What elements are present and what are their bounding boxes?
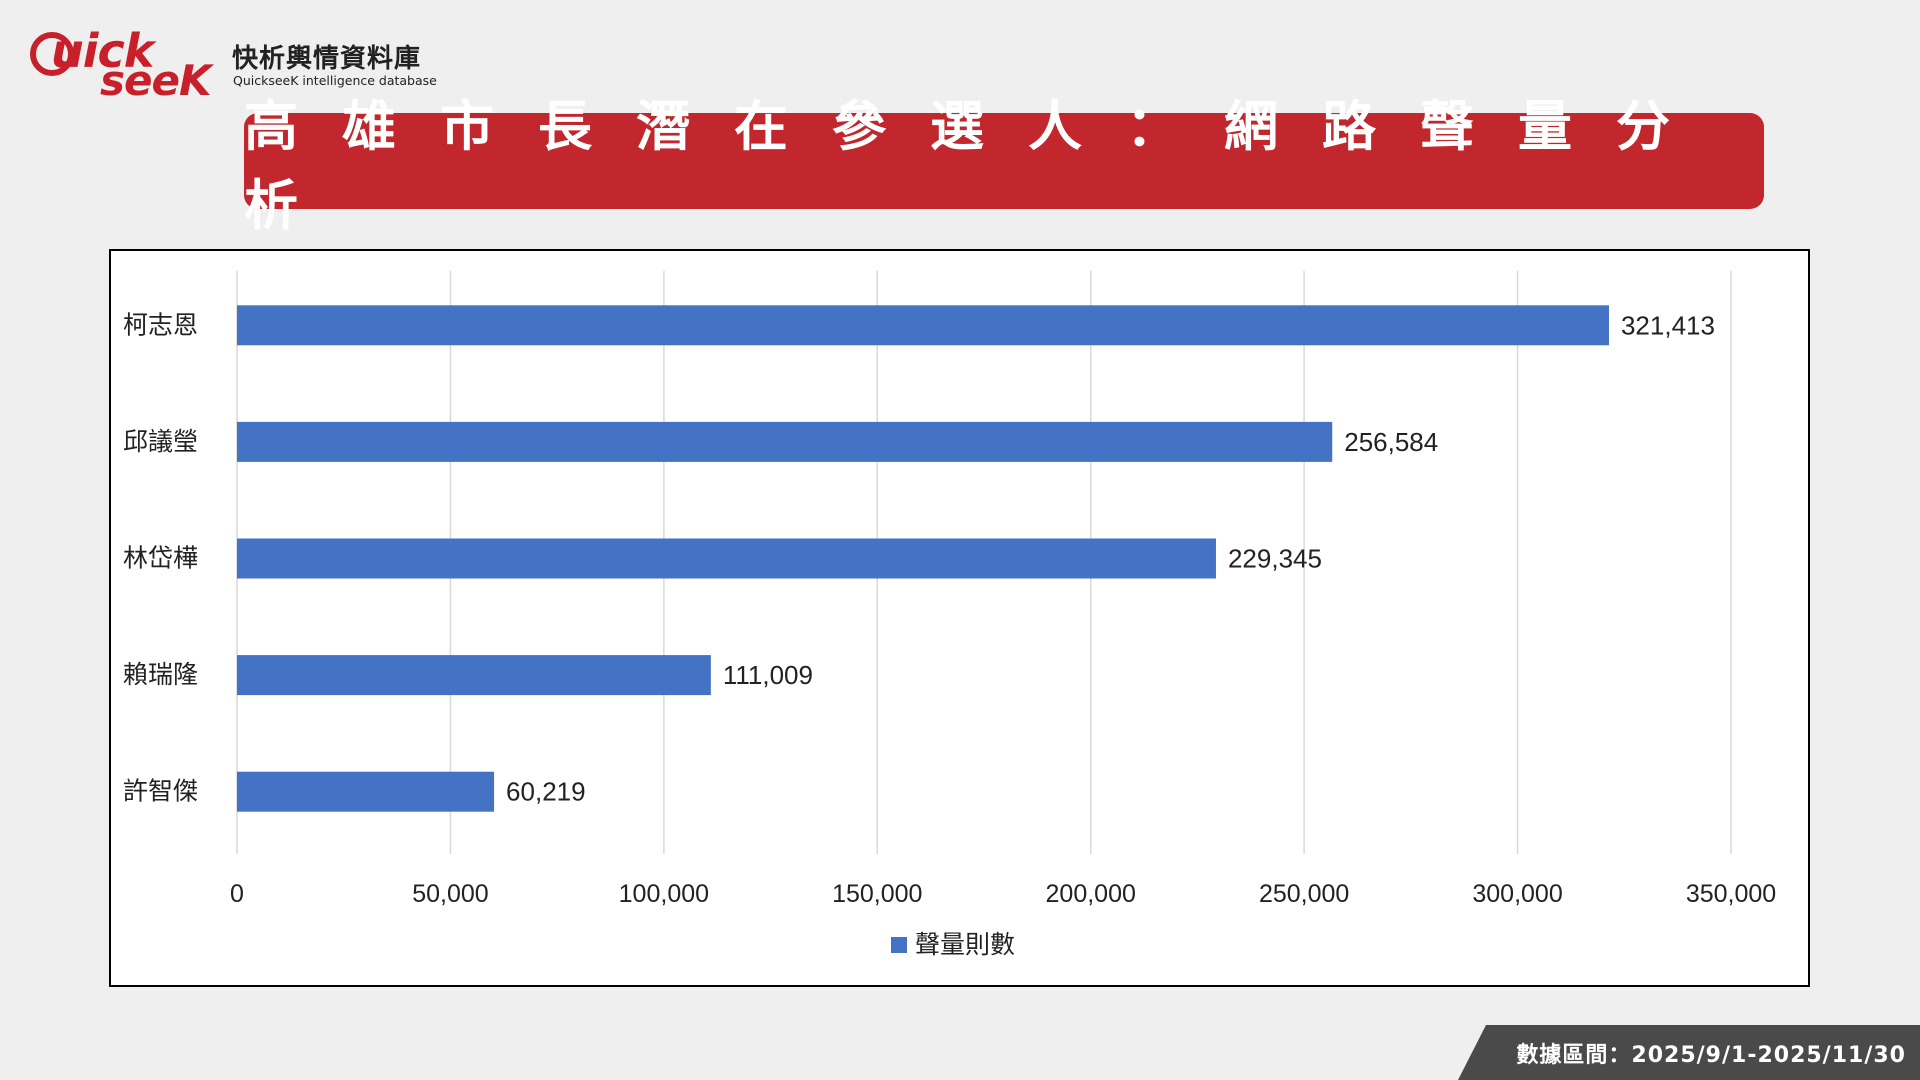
bar-chart: 0 50,000 100,000 150,000 200,000 250,000 300,0… xyxy=(123,271,1776,959)
x-tick-label: 300,000 xyxy=(1472,880,1562,908)
magnifier-icon xyxy=(30,32,74,76)
data-label: 60,219 xyxy=(506,777,586,807)
x-tick-label: 200,000 xyxy=(1046,880,1136,908)
legend-swatch xyxy=(891,937,907,953)
category-label: 賴瑞隆 xyxy=(123,660,198,689)
x-tick-label: 350,000 xyxy=(1686,880,1776,908)
bar xyxy=(237,421,1333,462)
chart-frame: 0 50,000 100,000 150,000 200,000 250,000 300,0… xyxy=(109,249,1810,987)
x-tick-label: 0 xyxy=(230,880,244,908)
x-tick-label: 100,000 xyxy=(619,880,709,908)
legend-label: 聲量則數 xyxy=(915,930,1015,959)
data-label: 256,584 xyxy=(1344,427,1438,457)
data-label: 229,345 xyxy=(1228,544,1322,574)
data-period-text: 數據區間：2025/9/1-2025/11/30 xyxy=(1516,1042,1906,1068)
bar xyxy=(237,655,711,696)
category-label: 邱議瑩 xyxy=(123,427,198,456)
x-tick-label: 50,000 xyxy=(412,880,488,908)
x-tick-label: 150,000 xyxy=(832,880,922,908)
bar xyxy=(237,305,1609,346)
brand-name-cn: 快析輿情資料庫 xyxy=(232,44,422,74)
category-label: 柯志恩 xyxy=(123,310,198,339)
category-label: 林岱樺 xyxy=(123,544,198,573)
page-title: 高雄市長潛在參選人：網路聲量分析 xyxy=(244,95,1714,237)
brand-name-en: QuickseeK intelligence database xyxy=(233,73,437,88)
data-period-badge: 數據區間：2025/9/1-2025/11/30 xyxy=(1458,1025,1920,1080)
data-label: 111,009 xyxy=(723,660,813,690)
quickseek-logo-mark: uick seeK xyxy=(30,22,225,105)
brand-logo: uick seeK 快析輿情資料庫 QuickseeK intelligence… xyxy=(30,22,450,105)
bar xyxy=(237,538,1216,579)
data-label: 321,413 xyxy=(1621,310,1715,340)
category-label: 許智傑 xyxy=(123,777,198,806)
title-banner: 高雄市長潛在參選人：網路聲量分析 xyxy=(244,95,1764,237)
bar xyxy=(237,771,495,812)
x-tick-label: 250,000 xyxy=(1259,880,1349,908)
